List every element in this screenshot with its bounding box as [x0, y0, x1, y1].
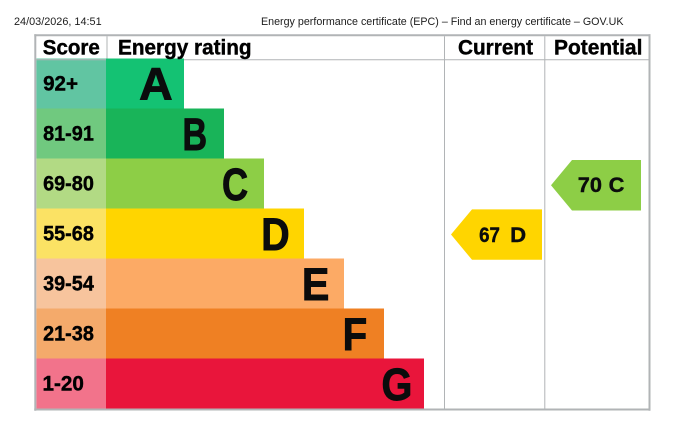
svg-text:67: 67 — [479, 224, 500, 247]
svg-text:E: E — [302, 259, 330, 310]
svg-text:70: 70 — [578, 174, 602, 197]
svg-text:39-54: 39-54 — [43, 273, 94, 296]
svg-text:Energy rating: Energy rating — [118, 37, 252, 60]
svg-text:F: F — [343, 309, 368, 360]
svg-text:21-38: 21-38 — [43, 323, 94, 346]
svg-text:A: A — [139, 58, 173, 109]
svg-text:D: D — [261, 209, 289, 260]
svg-text:1-20: 1-20 — [43, 373, 84, 396]
svg-text:D: D — [510, 224, 526, 247]
svg-text:55-68: 55-68 — [43, 223, 94, 246]
svg-text:Current: Current — [458, 37, 533, 60]
svg-text:G: G — [381, 359, 412, 410]
svg-text:C: C — [222, 159, 248, 210]
svg-text:81-91: 81-91 — [43, 123, 94, 146]
svg-text:C: C — [609, 174, 625, 197]
svg-text:69-80: 69-80 — [43, 173, 94, 196]
svg-text:B: B — [183, 109, 208, 160]
svg-text:92+: 92+ — [43, 73, 78, 96]
svg-text:Potential: Potential — [554, 37, 642, 60]
svg-text:Score: Score — [43, 37, 100, 60]
